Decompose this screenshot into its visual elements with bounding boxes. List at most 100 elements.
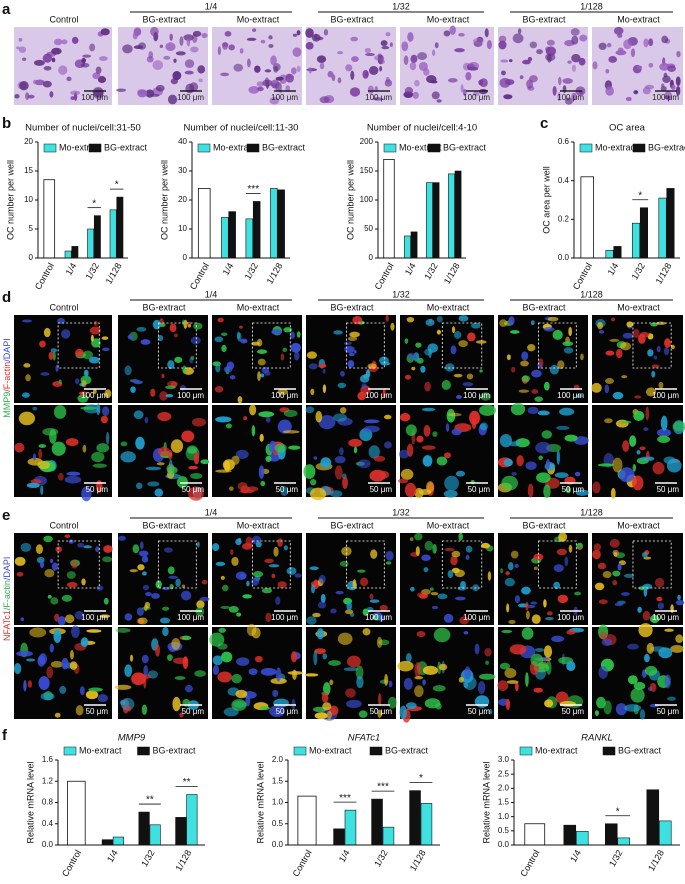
cell [642,610,651,621]
cell [562,341,574,347]
cell [351,56,359,63]
chart-title: Number of nuclei/cell:4-10 [367,123,477,134]
cell [316,628,325,640]
x-tick-label: 1/128 [173,848,193,873]
cell [430,591,439,596]
bar [420,803,433,846]
y-tick-label: 0.8 [42,798,54,807]
cell [277,388,289,395]
cell [19,80,29,91]
cell [608,56,617,63]
cell [154,488,164,497]
legend-label: BG-extract [262,142,306,152]
cell [285,73,294,83]
cell [562,78,573,84]
cell [658,381,664,389]
cell [318,415,336,430]
column-label: BG-extract [142,302,186,312]
cell [657,435,671,443]
cell [38,444,47,448]
cell [525,672,529,687]
cell [308,67,312,74]
bar [631,222,641,259]
cell [379,66,383,72]
cell [605,377,614,385]
cell [330,608,337,614]
scale-label: 50 μm [657,485,680,494]
cell [217,671,232,683]
cell [163,55,171,60]
inset-box [632,322,672,369]
cell [240,338,248,344]
cell [656,345,661,353]
cell [477,681,486,695]
cell [620,342,632,351]
scale-label: 100 μm [365,391,392,400]
cell [566,660,576,672]
cell [613,551,618,557]
cell [173,58,177,63]
cell [222,584,229,592]
cell [296,65,301,73]
cell [92,463,107,468]
cell [463,682,469,689]
column-label: BG-extract [522,520,566,530]
significance-label: *** [339,793,351,804]
cell [558,532,568,542]
cell [348,352,355,357]
cell [218,627,226,633]
cell [51,441,66,456]
cell [361,383,367,389]
cell [453,331,462,339]
cell [248,668,258,675]
cell [152,319,161,330]
cell [639,456,655,462]
y-axis-label: Relative mRNA level [25,761,35,843]
cell [165,385,176,390]
cell [527,483,534,498]
cell [144,416,149,424]
cell [537,410,550,416]
cell [242,594,253,599]
legend-label: BG-extract [648,142,685,152]
cell [229,486,234,491]
scale-label: 100 μm [81,391,108,400]
chart-title: Number of nuclei/cell:31-50 [25,123,141,134]
panel-letter: f [2,727,8,744]
cell [101,406,110,417]
cell [183,34,194,41]
y-tick-label: 0.4 [42,819,54,828]
cell [39,340,46,348]
cell [465,554,470,560]
cell [458,315,469,322]
cell [241,543,253,550]
cell [174,356,183,363]
micrograph: 50 μm [118,405,210,501]
cell [53,629,62,643]
cell [571,53,581,63]
legend-label: BG-extract [385,745,429,755]
x-tick-label: 1/128 [442,261,462,286]
cell [648,62,654,68]
cell [48,351,54,360]
cell [30,479,42,484]
cell [601,638,613,647]
scale-label: 50 μm [370,707,393,716]
cell [653,355,658,360]
cell [215,363,221,373]
cell [269,705,285,717]
cell [458,32,465,37]
cell [637,606,642,613]
cell [405,702,417,710]
cell [42,53,53,63]
cell [636,449,641,455]
inset-box [346,540,385,589]
cell [18,411,36,426]
cell [568,544,573,553]
cell [609,538,620,548]
y-axis-label: OC number per well [5,160,15,240]
cell [349,331,360,338]
inset-box [57,540,100,589]
cell [16,46,20,50]
cell [501,475,518,491]
